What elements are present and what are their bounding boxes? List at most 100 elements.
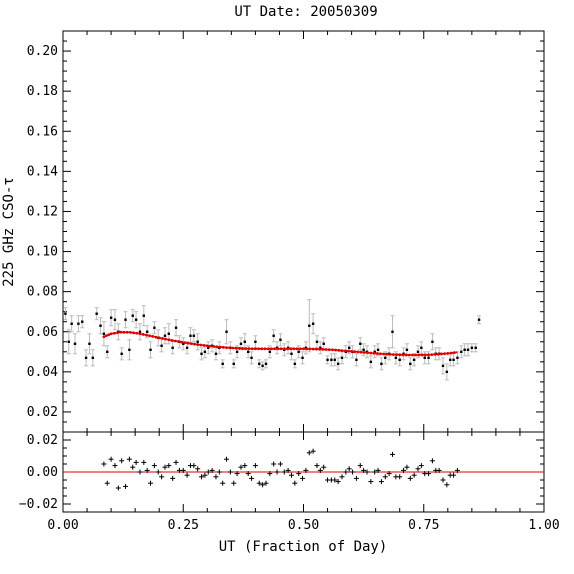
residual-point <box>126 456 132 462</box>
data-point <box>409 362 412 366</box>
residual-point <box>227 469 233 475</box>
fit-dot <box>321 347 325 351</box>
fit-dot <box>135 331 139 335</box>
fit-dot <box>260 347 264 351</box>
data-point <box>293 362 297 366</box>
x-tick-label: 0.25 <box>168 518 199 533</box>
data-point <box>246 350 250 353</box>
data-point <box>171 346 174 349</box>
data-point <box>64 312 67 315</box>
fit-dot <box>395 353 398 357</box>
residual-point <box>260 482 266 488</box>
fit-dot <box>385 352 389 356</box>
x-axis: 0.00 0.25 0.50 0.75 1.00 <box>47 31 560 533</box>
residual-point <box>205 469 211 475</box>
y-tick-label: 0.20 <box>27 44 58 59</box>
data-point <box>279 338 282 341</box>
data-point <box>431 340 434 343</box>
data-point <box>134 318 138 321</box>
residual-point <box>213 474 219 480</box>
residual-point <box>195 466 201 472</box>
residual-point <box>123 483 129 489</box>
fit-dot <box>388 353 392 356</box>
residual-point <box>364 469 370 475</box>
data-point <box>380 362 383 366</box>
fit-dot <box>375 352 379 355</box>
data-point <box>149 348 152 351</box>
fit-dot <box>292 347 296 351</box>
fit-dot <box>161 337 164 340</box>
residual-points <box>63 448 544 491</box>
residual-point <box>436 467 442 473</box>
fit-dot <box>401 353 405 357</box>
data-point <box>394 356 398 360</box>
residual-point <box>296 471 302 477</box>
residual-point <box>191 463 197 469</box>
fit-dot <box>202 343 206 347</box>
top-panel-frame <box>62 30 545 433</box>
residual-point <box>242 463 248 469</box>
residual-point <box>401 467 407 473</box>
data-point <box>384 356 387 360</box>
data-point <box>463 348 466 351</box>
fit-dot <box>330 348 334 352</box>
data-point <box>77 322 80 325</box>
fit-dot <box>366 351 370 355</box>
data-point <box>398 358 401 362</box>
fit-dot <box>369 351 373 355</box>
fit-dot <box>324 348 328 351</box>
fit-dot <box>350 349 353 353</box>
fit-dot <box>343 349 347 353</box>
data-point <box>84 356 88 360</box>
x-axis-label: UT (Fraction of Day) <box>219 539 388 555</box>
residual-point <box>277 461 283 467</box>
data-point <box>243 340 247 343</box>
residual-point <box>115 485 121 491</box>
bottom-y-ticks: −0.02 0.00 0.02 <box>19 431 544 513</box>
fit-dot <box>372 351 376 355</box>
y-tick-label: 0.10 <box>27 245 58 260</box>
residual-point <box>317 467 323 473</box>
residual-point <box>238 464 244 470</box>
residual-point <box>411 472 417 478</box>
fit-dot <box>228 346 232 350</box>
fit-dot <box>302 347 305 351</box>
residual-point <box>426 471 432 477</box>
fit-dot <box>186 341 190 345</box>
x-tick-label: 0.00 <box>47 518 78 533</box>
fit-dot <box>241 347 244 350</box>
fit-dot <box>279 347 283 351</box>
fit-dot <box>382 352 386 356</box>
fit-dot <box>327 348 331 352</box>
residual-point <box>263 480 269 486</box>
residual-point <box>303 467 309 473</box>
data-point <box>420 346 423 349</box>
fit-dot <box>122 330 126 334</box>
fit-dot <box>112 331 116 335</box>
residual-point <box>202 472 208 478</box>
data-point <box>470 346 474 349</box>
fit-dot <box>257 347 261 351</box>
fit-dot <box>314 347 318 351</box>
fit-dot <box>237 346 241 350</box>
data-point <box>200 352 203 356</box>
data-point <box>369 360 373 364</box>
residual-point <box>101 461 107 467</box>
fit-dot <box>234 346 238 350</box>
fit-dot <box>199 343 203 347</box>
data-point <box>412 358 416 362</box>
data-point <box>138 330 142 333</box>
fit-dot <box>282 347 286 351</box>
data-point <box>261 364 264 368</box>
residual-point <box>108 456 114 462</box>
fit-dot <box>363 351 366 354</box>
residual-point <box>173 459 179 465</box>
data-point <box>373 350 376 353</box>
data-point <box>347 346 351 349</box>
fit-dot <box>420 353 424 357</box>
data-point <box>449 358 452 362</box>
residual-point <box>162 464 168 470</box>
residual-point <box>310 448 316 454</box>
y-tick-label: 0.14 <box>27 164 58 179</box>
fit-dot <box>308 347 312 351</box>
